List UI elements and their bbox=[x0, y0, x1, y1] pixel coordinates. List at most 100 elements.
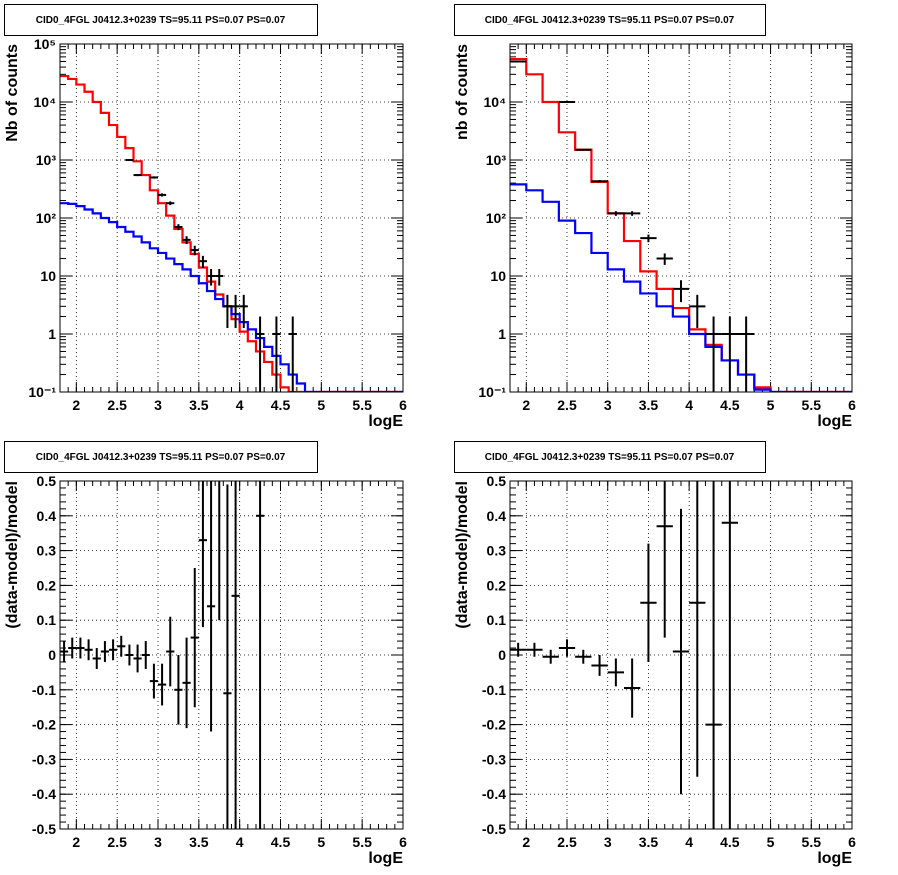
chart-panel-bottom-right: CID0_4FGL J0412.3+0239 TS=95.11 PS=0.07 … bbox=[454, 441, 856, 867]
plot-frame bbox=[509, 43, 853, 393]
y-tick-label: 10² bbox=[486, 210, 507, 226]
x-tick-label: 5 bbox=[317, 834, 325, 850]
plot-area bbox=[510, 57, 852, 392]
x-tick-label: 2.5 bbox=[107, 397, 127, 413]
y-tick-label: 0.1 bbox=[487, 612, 507, 628]
x-tick-label: 3.5 bbox=[189, 397, 209, 413]
x-tick-label: 6 bbox=[399, 834, 407, 850]
model-histogram bbox=[60, 74, 403, 392]
x-tick-label: 4.5 bbox=[720, 397, 740, 413]
y-tick-label: 10³ bbox=[486, 152, 507, 168]
x-tick-label: 4.5 bbox=[720, 834, 740, 850]
x-tick-label: 2 bbox=[522, 397, 530, 413]
plot-area bbox=[60, 74, 403, 392]
x-tick-label: 6 bbox=[848, 834, 856, 850]
plot-area bbox=[60, 481, 265, 829]
x-tick-label: 2 bbox=[522, 834, 530, 850]
chart-title: CID0_4FGL J0412.3+0239 TS=95.11 PS=0.07 … bbox=[36, 15, 286, 26]
chart-panel-top-left: CID0_4FGL J0412.3+0239 TS=95.11 PS=0.07 … bbox=[4, 4, 407, 430]
x-tick-label: 2.5 bbox=[107, 834, 127, 850]
y-tick-label: 10⁻¹ bbox=[28, 384, 56, 400]
y-tick-label: 0.4 bbox=[487, 508, 507, 524]
y-tick-label: -0.5 bbox=[32, 821, 56, 837]
x-tick-label: 6 bbox=[399, 397, 407, 413]
x-tick-label: 3.5 bbox=[639, 397, 659, 413]
y-tick-label: 1 bbox=[498, 326, 506, 342]
x-tick-label: 4 bbox=[685, 397, 693, 413]
y-tick-label: 0.5 bbox=[487, 473, 507, 489]
y-tick-label: 10³ bbox=[36, 152, 57, 168]
y-tick-label: 0.2 bbox=[487, 577, 507, 593]
y-tick-label: -0.5 bbox=[482, 821, 506, 837]
chart-title: CID0_4FGL J0412.3+0239 TS=95.11 PS=0.07 … bbox=[485, 15, 735, 26]
y-tick-label: 10 bbox=[40, 268, 56, 284]
x-tick-label: 5.5 bbox=[802, 397, 822, 413]
x-tick-label: 2 bbox=[72, 834, 80, 850]
y-tick-label: 0.2 bbox=[37, 577, 57, 593]
y-tick-label: 10⁴ bbox=[484, 94, 507, 110]
y-tick-label: 0 bbox=[498, 647, 506, 663]
y-tick-label: 1 bbox=[48, 326, 56, 342]
plot-frame bbox=[59, 480, 404, 830]
y-tick-label: -0.1 bbox=[482, 682, 506, 698]
chart-panel-top-right: CID0_4FGL J0412.3+0239 TS=95.11 PS=0.07 … bbox=[454, 4, 856, 430]
title-box bbox=[4, 4, 318, 36]
y-tick-label: 10⁴ bbox=[34, 94, 57, 110]
x-tick-label: 3 bbox=[604, 834, 612, 850]
x-tick-label: 4 bbox=[685, 834, 693, 850]
title-box bbox=[454, 441, 766, 473]
chart-title: CID0_4FGL J0412.3+0239 TS=95.11 PS=0.07 … bbox=[485, 452, 735, 463]
x-tick-label: 3.5 bbox=[639, 834, 659, 850]
x-tick-label: 5 bbox=[767, 834, 775, 850]
plot-area bbox=[510, 481, 738, 829]
x-tick-label: 5.5 bbox=[802, 834, 822, 850]
y-tick-label: 10⁻¹ bbox=[478, 384, 506, 400]
x-tick-label: 5.5 bbox=[352, 834, 372, 850]
background-histogram bbox=[60, 202, 403, 392]
y-tick-label: 10⁵ bbox=[34, 36, 56, 52]
x-axis-label: logE bbox=[368, 413, 403, 430]
title-box bbox=[454, 4, 766, 36]
y-tick-label: -0.2 bbox=[32, 717, 56, 733]
x-tick-label: 3 bbox=[154, 397, 162, 413]
y-axis-label: (data-model)/model bbox=[454, 481, 471, 629]
x-axis-label: logE bbox=[817, 413, 852, 430]
y-axis-label: Nb of counts bbox=[4, 44, 21, 142]
y-tick-label: 0 bbox=[48, 647, 56, 663]
y-tick-label: -0.3 bbox=[482, 751, 506, 767]
plot-frame bbox=[509, 480, 853, 830]
x-tick-label: 3 bbox=[604, 397, 612, 413]
x-tick-label: 2.5 bbox=[557, 834, 577, 850]
x-tick-label: 3 bbox=[154, 834, 162, 850]
x-tick-label: 5 bbox=[317, 397, 325, 413]
y-tick-label: 0.5 bbox=[37, 473, 57, 489]
x-tick-label: 6 bbox=[848, 397, 856, 413]
y-tick-label: 0.4 bbox=[37, 508, 57, 524]
chart-title: CID0_4FGL J0412.3+0239 TS=95.11 PS=0.07 … bbox=[36, 452, 286, 463]
model-histogram bbox=[510, 57, 852, 392]
y-tick-label: 10 bbox=[490, 268, 506, 284]
plot-frame bbox=[59, 43, 404, 393]
y-tick-label: -0.4 bbox=[482, 786, 506, 802]
y-axis-label: (data-model)/model bbox=[4, 481, 21, 629]
y-tick-label: -0.2 bbox=[482, 717, 506, 733]
y-tick-label: 0.3 bbox=[487, 543, 507, 559]
y-tick-label: 10² bbox=[36, 210, 57, 226]
x-tick-label: 4.5 bbox=[271, 834, 291, 850]
background-histogram bbox=[510, 183, 852, 392]
y-tick-label: 0.3 bbox=[37, 543, 57, 559]
x-tick-label: 4 bbox=[236, 834, 244, 850]
x-tick-label: 2 bbox=[72, 397, 80, 413]
y-tick-label: -0.3 bbox=[32, 751, 56, 767]
x-tick-label: 5.5 bbox=[352, 397, 372, 413]
y-tick-label: 0.1 bbox=[37, 612, 57, 628]
chart-panel-bottom-left: CID0_4FGL J0412.3+0239 TS=95.11 PS=0.07 … bbox=[4, 441, 407, 867]
x-axis-label: logE bbox=[817, 850, 852, 867]
x-tick-label: 2.5 bbox=[557, 397, 577, 413]
x-tick-label: 4.5 bbox=[271, 397, 291, 413]
title-box bbox=[4, 441, 318, 473]
x-tick-label: 4 bbox=[236, 397, 244, 413]
y-tick-label: -0.1 bbox=[32, 682, 56, 698]
x-tick-label: 5 bbox=[767, 397, 775, 413]
